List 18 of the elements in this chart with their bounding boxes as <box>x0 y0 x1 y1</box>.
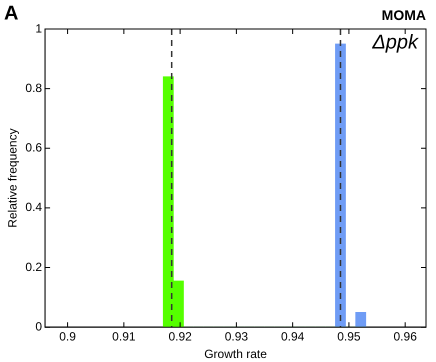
x-tick-label: 0.95 <box>337 330 361 344</box>
x-tick-label: 0.92 <box>168 330 192 344</box>
y-tick-label: 0 <box>35 320 42 334</box>
y-tick-label: 0.8 <box>25 80 42 95</box>
y-axis-title: Relative frequency <box>6 128 20 228</box>
annotation: Δppk <box>371 32 419 54</box>
x-axis-title: Growth rate <box>204 347 268 362</box>
chart-title: MOMA <box>382 6 426 23</box>
y-tick-label: 1 <box>35 21 42 36</box>
x-tick-label: 0.94 <box>280 330 305 344</box>
y-tick-label: 0.2 <box>25 260 42 274</box>
x-tick-label: 0.96 <box>394 330 418 344</box>
y-tick-label: 0.6 <box>25 140 42 155</box>
x-tick-label: 0.91 <box>112 330 136 344</box>
x-tick-label: 0.93 <box>224 330 248 344</box>
y-tick-label: 0.4 <box>25 200 42 214</box>
text: A <box>4 2 18 25</box>
x-tick-label: 0.9 <box>59 330 76 344</box>
